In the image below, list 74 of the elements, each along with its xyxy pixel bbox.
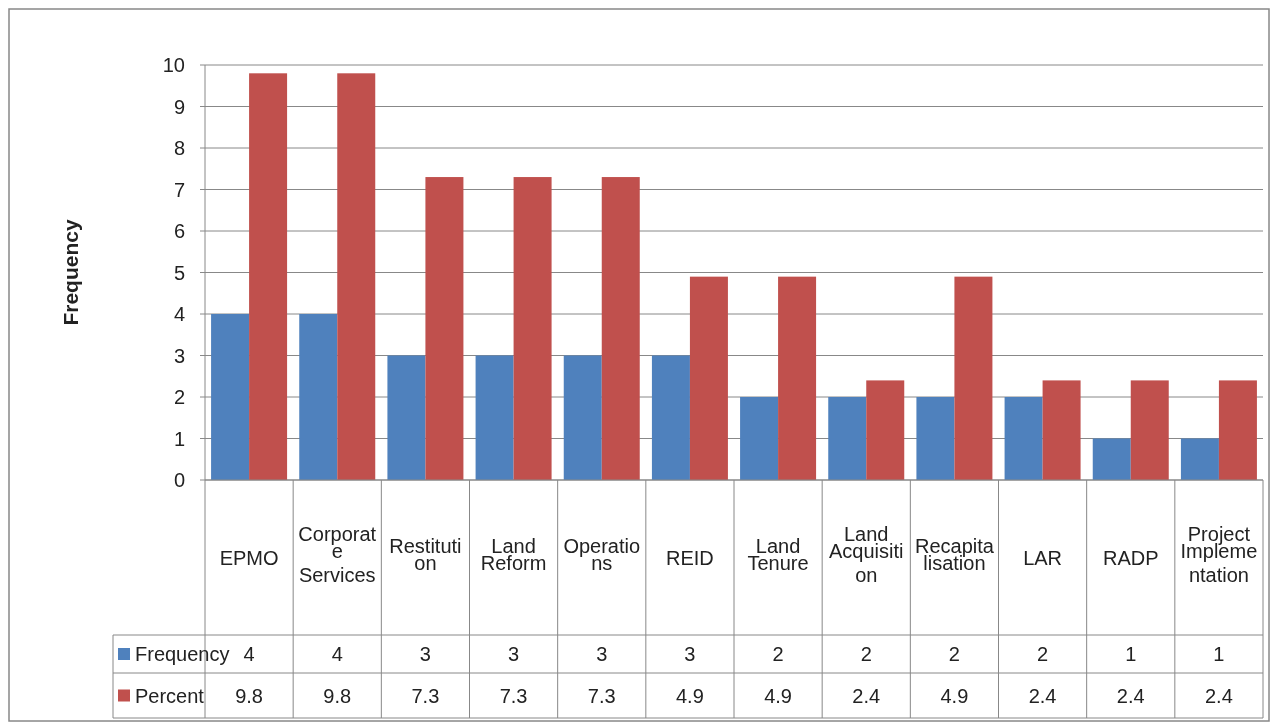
- x-tick-label: LAR: [1023, 546, 1063, 569]
- bar: [954, 276, 993, 480]
- bar: [211, 314, 250, 480]
- legend-label: Frequency: [135, 643, 230, 665]
- bar: [337, 73, 376, 480]
- y-tick-label: 9: [173, 95, 185, 118]
- data-label: 2: [1037, 643, 1049, 665]
- y-tick-label: 7: [173, 178, 185, 201]
- y-tick-label: 1: [173, 427, 185, 450]
- x-tick-label: Corporate Services: [298, 522, 377, 586]
- y-tick-label: 3: [173, 344, 185, 367]
- bar: [387, 355, 426, 480]
- data-label: 7.3: [587, 684, 616, 707]
- data-label: 7.3: [499, 684, 528, 707]
- x-tick-label: REID: [666, 546, 714, 569]
- data-label: 4.9: [676, 684, 704, 707]
- data-label: 3: [508, 643, 520, 665]
- bar: [651, 355, 690, 480]
- bar: [1130, 380, 1169, 480]
- data-label: 3: [596, 643, 608, 665]
- data-label: 2: [948, 643, 960, 665]
- y-axis-title: Frequency: [59, 219, 82, 326]
- data-label: 2.4: [1028, 684, 1057, 707]
- bar: [475, 355, 514, 480]
- data-label: 4.9: [764, 684, 792, 707]
- y-tick-label: 2: [173, 386, 185, 408]
- data-label: 1: [1125, 643, 1137, 665]
- y-tick-label: 4: [173, 303, 185, 325]
- bar: [601, 177, 640, 480]
- bar: [778, 276, 817, 480]
- bar: [1218, 380, 1257, 480]
- x-tick-label: Recapitalisation: [914, 534, 995, 574]
- y-tick-label: 6: [173, 220, 185, 242]
- data-label: 2: [772, 643, 784, 665]
- y-tick-label: 8: [173, 137, 185, 159]
- data-label: 4.9: [940, 684, 969, 707]
- bar: [513, 177, 552, 480]
- data-label: 1: [1213, 643, 1225, 665]
- bar: [249, 73, 288, 480]
- x-tick-label: Land Acquisition: [829, 522, 904, 586]
- y-tick-label: 0: [173, 469, 185, 491]
- bar: [425, 177, 464, 480]
- bar: [828, 397, 867, 480]
- data-label: 3: [419, 643, 431, 665]
- data-label: 9.8: [235, 684, 263, 707]
- y-tick-label: 10: [162, 54, 185, 76]
- data-label: 2: [860, 643, 872, 665]
- x-tick-label: Operations: [563, 534, 641, 574]
- data-label: 3: [684, 643, 696, 665]
- bar: [563, 355, 602, 480]
- data-label: 4: [331, 643, 343, 665]
- bar: [1180, 438, 1219, 480]
- data-label: 4: [243, 643, 255, 665]
- x-tick-label: RADP: [1102, 546, 1159, 569]
- bar: [689, 276, 728, 480]
- x-tick-label: EPMO: [219, 546, 279, 569]
- bar: [866, 380, 905, 480]
- bar: [1004, 397, 1043, 480]
- bar: [740, 397, 779, 480]
- x-tick-label: Land Reform: [480, 534, 547, 574]
- x-tick-label: Project Implementation: [1180, 522, 1258, 586]
- bar: [1092, 438, 1131, 480]
- x-tick-label: Land Tenure: [747, 534, 809, 574]
- bar: [916, 397, 955, 480]
- y-tick-label: 5: [173, 261, 185, 284]
- bar: [1042, 380, 1081, 480]
- data-label: 2.4: [1205, 684, 1233, 707]
- x-tick-label: Restitution: [389, 534, 462, 574]
- legend-label: Percent: [135, 684, 205, 707]
- data-label: 2.4: [1116, 684, 1145, 707]
- data-label: 7.3: [411, 684, 440, 707]
- data-label: 9.8: [323, 684, 352, 707]
- data-label: 2.4: [852, 684, 881, 707]
- bar: [299, 314, 338, 480]
